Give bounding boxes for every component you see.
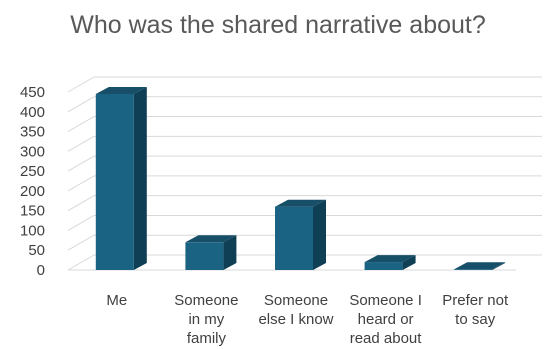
chart-title: Who was the shared narrative about? [70, 11, 486, 39]
x-axis-category-labels: Me Someone in my family Someone else I know So… [106, 292, 509, 347]
gridline-depth [67, 215, 95, 231]
y-tick-label: 0 [37, 262, 45, 279]
gridline-depth [67, 234, 95, 251]
y-tick-label: 50 [28, 242, 45, 259]
gridline-depth [67, 96, 95, 113]
y-tick-label: 150 [20, 203, 45, 220]
x-category-label: Prefer not to say [442, 292, 509, 328]
y-tick-label: 450 [20, 84, 45, 101]
y-axis-tick-labels: 0 50 100 150 200 250 300 350 400 450 [20, 84, 45, 279]
x-category-label: Someone in my family [174, 292, 238, 347]
y-tick-label: 300 [20, 143, 45, 160]
gridline-depth [67, 116, 95, 132]
gridline-depth [67, 155, 95, 172]
gridline-depth [67, 254, 95, 271]
x-category-label: Someone else I know [258, 292, 333, 328]
y-tick-label: 100 [20, 222, 45, 239]
y-tick-label: 400 [20, 104, 45, 121]
y-tick-label: 350 [20, 124, 45, 141]
bar [95, 86, 147, 270]
bars [95, 86, 506, 270]
gridline-depth [67, 175, 95, 192]
gridline-depth [67, 135, 95, 152]
bar [454, 262, 506, 270]
gridline-depth [67, 195, 95, 212]
gridline-depth [67, 76, 95, 93]
bar [364, 255, 416, 270]
bar [275, 199, 326, 270]
x-category-label: Me [106, 292, 127, 309]
bar [185, 235, 237, 270]
y-tick-label: 250 [20, 163, 45, 180]
y-tick-label: 200 [20, 183, 45, 200]
